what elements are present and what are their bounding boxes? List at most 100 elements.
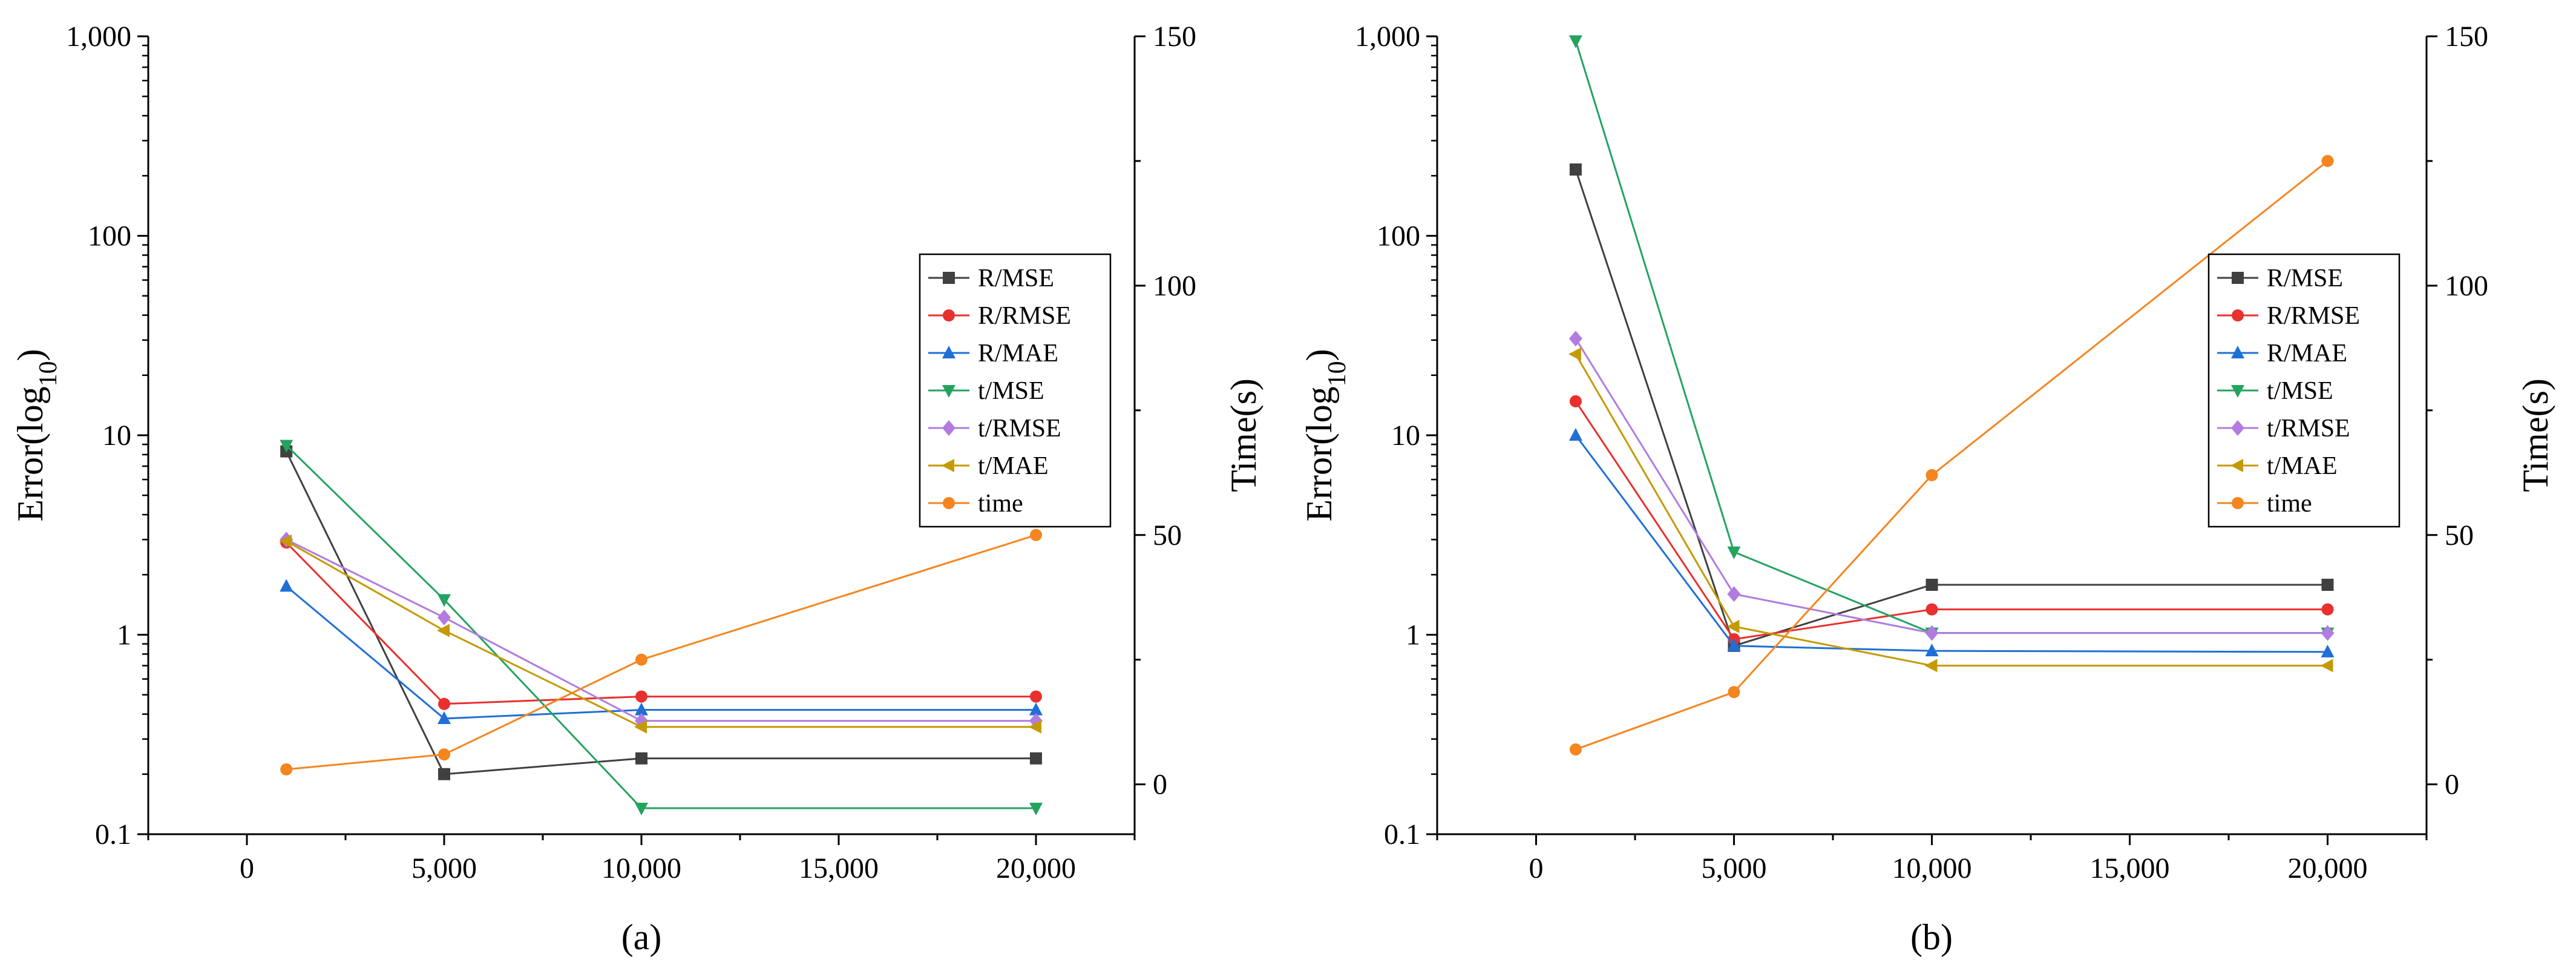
y-left-tick-label: 10 [102, 420, 131, 452]
x-tick-label: 20,000 [996, 852, 1076, 884]
legend-marker [2232, 309, 2244, 321]
series-line-r-mse [285, 451, 1036, 775]
y-left-tick-label: 1 [117, 619, 131, 651]
data-point [438, 610, 451, 626]
data-point [1568, 331, 1582, 347]
data-point [2321, 603, 2334, 616]
series-line-r-mae [286, 585, 1036, 720]
data-point [1925, 469, 1938, 481]
y-left-tick-label: 1,000 [66, 21, 131, 53]
x-tick-label: 0 [1529, 852, 1544, 884]
y-left-tick-label: 0.1 [1384, 818, 1420, 851]
x-tick-label: 10,000 [601, 852, 681, 884]
legend-marker [2231, 346, 2244, 358]
y-right-tick-label: 0 [1153, 769, 1167, 801]
series-line-t-mse [286, 444, 1036, 809]
data-point [635, 653, 647, 666]
legend-entry-label: R/RMSE [2267, 302, 2360, 330]
series-line-r-mse [1575, 169, 2328, 647]
data-point [1728, 686, 1740, 699]
legend: R/MSE R/RMSE R/MAE t/MSE t/RMSE t/MAE time [2207, 253, 2401, 528]
series-line-r-rmse [1575, 401, 2328, 640]
data-point [635, 752, 647, 765]
x-tick-label: 20,000 [2288, 852, 2368, 884]
y-right-tick-label: 150 [2445, 21, 2488, 53]
legend-entry-label: R/MSE [978, 265, 1054, 292]
data-point [1029, 803, 1043, 816]
legend-entry-label: t/MAE [2267, 452, 2338, 480]
x-tick-label: 5,000 [411, 852, 477, 884]
data-point [1569, 163, 1582, 176]
data-point [1925, 603, 1938, 616]
legend-marker [943, 497, 955, 509]
data-point [2320, 659, 2333, 673]
data-point [279, 534, 292, 548]
chart-panel-1: 0 5,000 10,000 15,000 20,000 0.1 1 10 100 1,000 0 5… [10, 21, 1263, 957]
data-point [2321, 644, 2335, 657]
legend-entry-label: t/RMSE [2267, 415, 2350, 443]
data-point [2321, 578, 2334, 591]
legend-entry-label: t/RMSE [978, 415, 1061, 443]
legend-marker [2230, 459, 2243, 472]
data-point [1030, 528, 1042, 541]
series-line-r-rmse [286, 542, 1036, 705]
y-left-tick-label: 100 [88, 220, 131, 252]
legend-marker [2231, 420, 2244, 436]
legend-marker [942, 459, 954, 472]
legend-entry-label: R/MAE [2267, 340, 2347, 367]
y-left-tick-label: 1,000 [1355, 21, 1420, 53]
legend-marker [943, 309, 955, 321]
legend-entry-label: R/MAE [978, 340, 1058, 367]
y-right-tick-label: 0 [2445, 769, 2459, 801]
legend-entry-label: t/MSE [2267, 377, 2333, 405]
series-line-t-mae [1575, 354, 2328, 667]
x-tick-label: 0 [240, 852, 254, 884]
series-line-t-mae [286, 540, 1036, 728]
data-point [438, 697, 450, 710]
y-left-axis-title: Error(log10) [10, 349, 62, 521]
legend-entry-label: time [978, 490, 1023, 518]
y-right-tick-label: 100 [1153, 270, 1196, 302]
chart-panel-2: 0 5,000 10,000 15,000 20,000 0.1 1 10 100 1,000 0 5… [1299, 21, 2555, 957]
series-line-time [1575, 160, 2329, 751]
data-point [437, 624, 450, 637]
legend-entry-label: t/MAE [978, 452, 1049, 480]
series-line-t-rmse [1575, 338, 2328, 634]
data-point [1726, 619, 1740, 633]
x-tick-label: 5,000 [1702, 852, 1767, 884]
legend-entry-label: time [2267, 490, 2312, 518]
data-point [1569, 743, 1582, 756]
data-point [2321, 625, 2335, 641]
legend-marker [2231, 385, 2244, 398]
data-point [634, 720, 647, 734]
data-point [1924, 659, 1938, 673]
data-point [1727, 546, 1741, 559]
data-point [438, 594, 451, 607]
y-right-tick-label: 50 [2445, 519, 2474, 551]
legend-entry-label: R/MSE [2267, 265, 2343, 292]
data-point [438, 768, 450, 780]
legend-marker [943, 272, 955, 284]
data-point [1925, 625, 1939, 641]
data-point [2321, 154, 2334, 167]
y-right-tick-label: 100 [2445, 270, 2488, 302]
data-point [438, 711, 451, 724]
legend: R/MSE R/RMSE R/MAE t/MSE t/RMSE t/MAE time [919, 253, 1112, 528]
y-left-axis-title: Error(log10) [1299, 349, 1351, 521]
data-point [1569, 395, 1582, 407]
legend-entry-label: t/MSE [978, 377, 1044, 405]
data-point [1925, 644, 1939, 657]
y-right-tick-label: 50 [1153, 519, 1182, 551]
y-right-axis-title: Time(s) [2515, 378, 2555, 492]
x-tick-label: 15,000 [2090, 852, 2170, 884]
series-line-r-mae [1575, 435, 2328, 653]
data-point [635, 702, 648, 716]
y-left-tick-label: 10 [1391, 420, 1420, 452]
data-point [1030, 752, 1042, 765]
data-point [1030, 690, 1042, 703]
x-tick-label: 10,000 [1892, 852, 1972, 884]
legend-marker [942, 346, 955, 358]
data-point [1727, 586, 1741, 602]
legend-marker [2232, 272, 2244, 284]
